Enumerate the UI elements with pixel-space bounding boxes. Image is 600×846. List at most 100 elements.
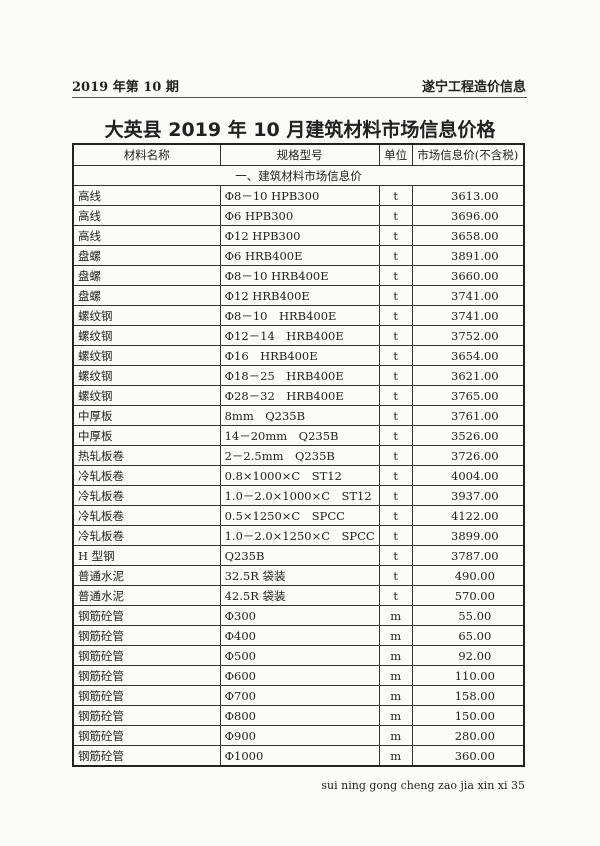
price-cell: 3621.00 <box>411 365 525 386</box>
material-name-cell: 钢筋砼管 <box>72 725 221 746</box>
price-table: 材料名称 规格型号 单位 市场信息价(不含税) 一、建筑材料市场信息价 高线 Φ8… <box>72 143 525 767</box>
price-cell: 3613.00 <box>411 185 525 206</box>
price-cell: 3741.00 <box>411 305 525 326</box>
price-cell: 3696.00 <box>411 205 525 226</box>
unit-cell: t <box>378 385 413 406</box>
price-cell: 3660.00 <box>411 265 525 286</box>
column-header: 单位 <box>378 143 413 166</box>
unit-cell: m <box>378 745 413 767</box>
unit-cell: t <box>378 325 413 346</box>
column-header: 材料名称 <box>72 143 221 166</box>
specification-cell: Φ900 <box>219 725 380 746</box>
price-cell: 158.00 <box>411 685 525 706</box>
header-divider <box>72 97 527 98</box>
unit-cell: t <box>378 525 413 546</box>
unit-cell: m <box>378 725 413 746</box>
price-cell: 4122.00 <box>411 505 525 526</box>
table-row: 螺纹钢 Φ18－25 HRB400E t 3621.00 <box>72 365 525 386</box>
material-name-cell: 钢筋砼管 <box>72 705 221 726</box>
table-row: 冷轧板卷 1.0－2.0×1250×C SPCC t 3899.00 <box>72 525 525 546</box>
specification-cell: 14－20mm Q235B <box>219 425 380 446</box>
material-name-cell: 高线 <box>72 205 221 226</box>
material-name-cell: 中厚板 <box>72 425 221 446</box>
publication-name: 遂宁工程造价信息 <box>421 80 526 95</box>
column-header: 规格型号 <box>219 143 380 166</box>
table-row: 螺纹钢 Φ8－10 HRB400E t 3741.00 <box>72 305 525 326</box>
specification-cell: Φ300 <box>219 605 380 626</box>
specification-cell: 1.0－2.0×1250×C SPCC <box>219 525 380 546</box>
table-row: 中厚板 14－20mm Q235B t 3526.00 <box>72 425 525 446</box>
price-cell: 3787.00 <box>411 545 525 566</box>
material-name-cell: 盘螺 <box>72 245 221 266</box>
price-cell: 110.00 <box>411 665 525 686</box>
specification-cell: Φ6 HPB300 <box>219 205 380 226</box>
price-cell: 150.00 <box>411 705 525 726</box>
unit-cell: m <box>378 645 413 666</box>
material-name-cell: 热轧板卷 <box>72 445 221 466</box>
specification-cell: 1.0－2.0×1000×C ST12 <box>219 485 380 506</box>
table-row: 盘螺 Φ12 HRB400E t 3741.00 <box>72 285 525 306</box>
table-row: 钢筋砼管 Φ900 m 280.00 <box>72 725 525 746</box>
material-name-cell: 冷轧板卷 <box>72 465 221 486</box>
specification-cell: Φ12 HRB400E <box>219 285 380 306</box>
material-name-cell: 高线 <box>72 185 221 206</box>
price-cell: 3526.00 <box>411 425 525 446</box>
unit-cell: t <box>378 185 413 206</box>
material-name-cell: 冷轧板卷 <box>72 485 221 506</box>
section-row: 一、建筑材料市场信息价 <box>72 165 525 186</box>
specification-cell: Φ500 <box>219 645 380 666</box>
specification-cell: Φ400 <box>219 625 380 646</box>
specification-cell: Φ12 HPB300 <box>219 225 380 246</box>
table-row: 冷轧板卷 0.5×1250×C SPCC t 4122.00 <box>72 505 525 526</box>
page-footer: sui ning gong cheng zao jia xin xi 35 <box>321 779 525 792</box>
unit-cell: t <box>378 365 413 386</box>
specification-cell: Q235B <box>219 545 380 566</box>
table-row: 钢筋砼管 Φ500 m 92.00 <box>72 645 525 666</box>
material-name-cell: 钢筋砼管 <box>72 665 221 686</box>
table-row: 冷轧板卷 1.0－2.0×1000×C ST12 t 3937.00 <box>72 485 525 506</box>
unit-cell: t <box>378 265 413 286</box>
material-name-cell: 高线 <box>72 225 221 246</box>
specification-cell: Φ8－10 HRB400E <box>219 305 380 326</box>
unit-cell: t <box>378 505 413 526</box>
material-name-cell: 钢筋砼管 <box>72 605 221 626</box>
price-cell: 570.00 <box>411 585 525 606</box>
price-cell: 360.00 <box>411 745 525 767</box>
material-name-cell: 普通水泥 <box>72 565 221 586</box>
unit-cell: t <box>378 285 413 306</box>
table-row: 钢筋砼管 Φ300 m 55.00 <box>72 605 525 626</box>
material-name-cell: 冷轧板卷 <box>72 505 221 526</box>
specification-cell: Φ8－10 HRB400E <box>219 265 380 286</box>
price-cell: 3658.00 <box>411 225 525 246</box>
unit-cell: t <box>378 425 413 446</box>
price-cell: 280.00 <box>411 725 525 746</box>
price-cell: 55.00 <box>411 605 525 626</box>
table-row: 钢筋砼管 Φ400 m 65.00 <box>72 625 525 646</box>
price-cell: 3654.00 <box>411 345 525 366</box>
material-name-cell: 螺纹钢 <box>72 365 221 386</box>
material-name-cell: 螺纹钢 <box>72 325 221 346</box>
specification-cell: 32.5R 袋装 <box>219 565 380 586</box>
material-name-cell: 螺纹钢 <box>72 345 221 366</box>
unit-cell: t <box>378 545 413 566</box>
price-cell: 3891.00 <box>411 245 525 266</box>
material-name-cell: H 型钢 <box>72 545 221 566</box>
table-row: 中厚板 8mm Q235B t 3761.00 <box>72 405 525 426</box>
material-name-cell: 冷轧板卷 <box>72 525 221 546</box>
table-row: 高线 Φ8－10 HPB300 t 3613.00 <box>72 185 525 206</box>
unit-cell: t <box>378 405 413 426</box>
unit-cell: t <box>378 245 413 266</box>
specification-cell: Φ8－10 HPB300 <box>219 185 380 206</box>
table-row: 冷轧板卷 0.8×1000×C ST12 t 4004.00 <box>72 465 525 486</box>
table-row: 螺纹钢 Φ16 HRB400E t 3654.00 <box>72 345 525 366</box>
material-name-cell: 钢筋砼管 <box>72 685 221 706</box>
specification-cell: 42.5R 袋装 <box>219 585 380 606</box>
unit-cell: m <box>378 605 413 626</box>
price-cell: 3761.00 <box>411 405 525 426</box>
price-cell: 490.00 <box>411 565 525 586</box>
table-row: 螺纹钢 Φ12－14 HRB400E t 3752.00 <box>72 325 525 346</box>
material-name-cell: 螺纹钢 <box>72 305 221 326</box>
specification-cell: Φ18－25 HRB400E <box>219 365 380 386</box>
unit-cell: m <box>378 705 413 726</box>
